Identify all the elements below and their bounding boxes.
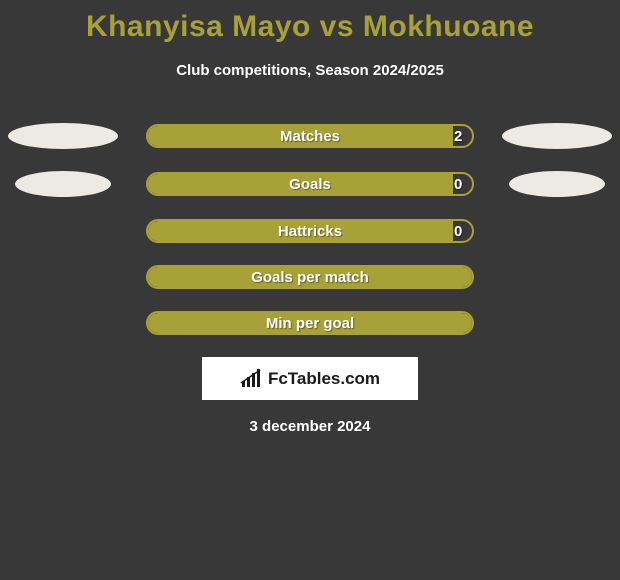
logo-text: FcTables.com bbox=[268, 369, 380, 389]
stat-label: Matches bbox=[148, 128, 473, 145]
bar-chart-icon bbox=[240, 369, 264, 389]
stat-row: Min per goal bbox=[0, 311, 620, 335]
left-marker-col bbox=[0, 171, 126, 197]
stat-label: Goals bbox=[148, 176, 473, 193]
stat-rows: Matches2Goals0Hattricks0Goals per matchM… bbox=[0, 123, 620, 335]
stat-label: Min per goal bbox=[148, 315, 473, 332]
logo-box: FcTables.com bbox=[202, 357, 418, 400]
stat-row: Hattricks0 bbox=[0, 219, 620, 243]
stat-bar: Matches2 bbox=[146, 124, 475, 148]
left-marker-col bbox=[0, 123, 126, 149]
player-right-marker bbox=[509, 171, 605, 197]
page-title: Khanyisa Mayo vs Mokhuoane bbox=[0, 10, 620, 44]
right-marker-col bbox=[494, 171, 620, 197]
stat-bar: Hattricks0 bbox=[146, 219, 475, 243]
stat-label: Hattricks bbox=[148, 223, 473, 240]
right-marker-col bbox=[494, 123, 620, 149]
stat-value: 0 bbox=[454, 176, 462, 193]
stat-row: Goals per match bbox=[0, 265, 620, 289]
stat-bar: Min per goal bbox=[146, 311, 475, 335]
stat-row: Matches2 bbox=[0, 123, 620, 149]
stat-value: 0 bbox=[454, 223, 462, 240]
stat-value: 2 bbox=[454, 128, 462, 145]
comparison-infographic: Khanyisa Mayo vs Mokhuoane Club competit… bbox=[0, 0, 620, 435]
player-right-marker bbox=[502, 123, 612, 149]
player-left-marker bbox=[8, 123, 118, 149]
stat-bar: Goals per match bbox=[146, 265, 475, 289]
stat-row: Goals0 bbox=[0, 171, 620, 197]
stat-label: Goals per match bbox=[148, 269, 473, 286]
stat-bar: Goals0 bbox=[146, 172, 475, 196]
subtitle: Club competitions, Season 2024/2025 bbox=[0, 62, 620, 79]
player-left-marker bbox=[15, 171, 111, 197]
date-text: 3 december 2024 bbox=[0, 418, 620, 435]
